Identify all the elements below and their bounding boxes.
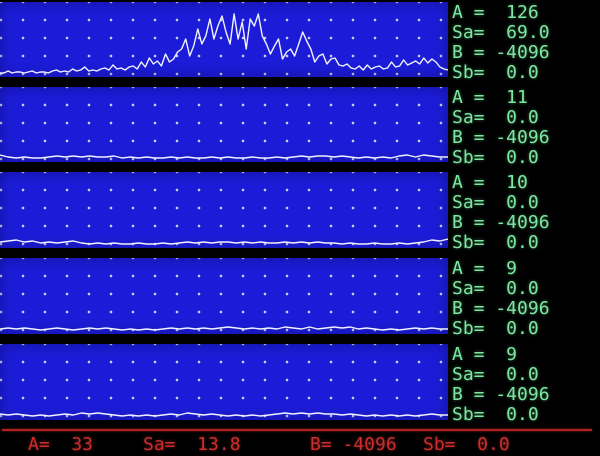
trace-polyline <box>0 412 448 417</box>
waveform-panel-channel-2 <box>0 87 448 162</box>
readout-row: A = 9 <box>452 258 518 279</box>
waveform-panel-channel-1 <box>0 2 448 77</box>
channel-readout-channel-5: A = 9 Sa= 0.0 B = -4096 Sb= 0.0 <box>452 345 550 425</box>
trace-polyline <box>0 238 448 245</box>
readout-row: Sb= 0.0 <box>452 318 539 339</box>
readout-row: Sb= 0.0 <box>452 147 539 168</box>
waveform-trace <box>0 238 448 245</box>
status-item-sb: Sb= 0.0 <box>423 434 510 455</box>
trace-polyline <box>0 326 448 331</box>
waveform-trace <box>0 412 448 417</box>
waveform-trace <box>0 13 448 74</box>
channel-readout-channel-1: A = 126 Sa= 69.0 B = -4096 Sb= 0.0 <box>452 3 550 83</box>
readout-row: Sb= 0.0 <box>452 62 539 83</box>
readout-row: B = -4096 <box>452 127 550 148</box>
readout-row: Sb= 0.0 <box>452 232 539 253</box>
readout-row: B = -4096 <box>452 212 550 233</box>
channel-readout-channel-4: A = 9 Sa= 0.0 B = -4096 Sb= 0.0 <box>452 259 550 339</box>
readout-row: A = 11 <box>452 87 528 108</box>
trace-polyline <box>0 154 448 159</box>
status-divider-line <box>2 429 592 431</box>
channel-readout-channel-2: A = 11 Sa= 0.0 B = -4096 Sb= 0.0 <box>452 88 550 168</box>
status-item-b: B= -4096 <box>310 434 397 455</box>
readout-row: B = -4096 <box>452 42 550 63</box>
readout-row: A = 126 <box>452 2 539 23</box>
channel-readout-channel-3: A = 10 Sa= 0.0 B = -4096 Sb= 0.0 <box>452 173 550 253</box>
status-item-a: A= 33 <box>28 434 94 455</box>
readout-row: Sa= 69.0 <box>452 22 550 43</box>
readout-row: Sb= 0.0 <box>452 404 539 425</box>
waveform-trace <box>0 154 448 159</box>
status-item-sa: Sa= 13.8 <box>143 434 241 455</box>
trace-polyline <box>0 13 448 74</box>
waveform-panel-channel-5 <box>0 344 448 420</box>
waveform-trace <box>0 326 448 331</box>
readout-row: B = -4096 <box>452 298 550 319</box>
readout-row: Sa= 0.0 <box>452 107 539 128</box>
readout-row: Sa= 0.0 <box>452 364 539 385</box>
readout-row: A = 10 <box>452 172 528 193</box>
waveform-panel-channel-4 <box>0 258 448 334</box>
readout-row: B = -4096 <box>452 384 550 405</box>
readout-row: A = 9 <box>452 344 518 365</box>
readout-row: Sa= 0.0 <box>452 278 539 299</box>
waveform-panel-channel-3 <box>0 172 448 248</box>
readout-row: Sa= 0.0 <box>452 192 539 213</box>
